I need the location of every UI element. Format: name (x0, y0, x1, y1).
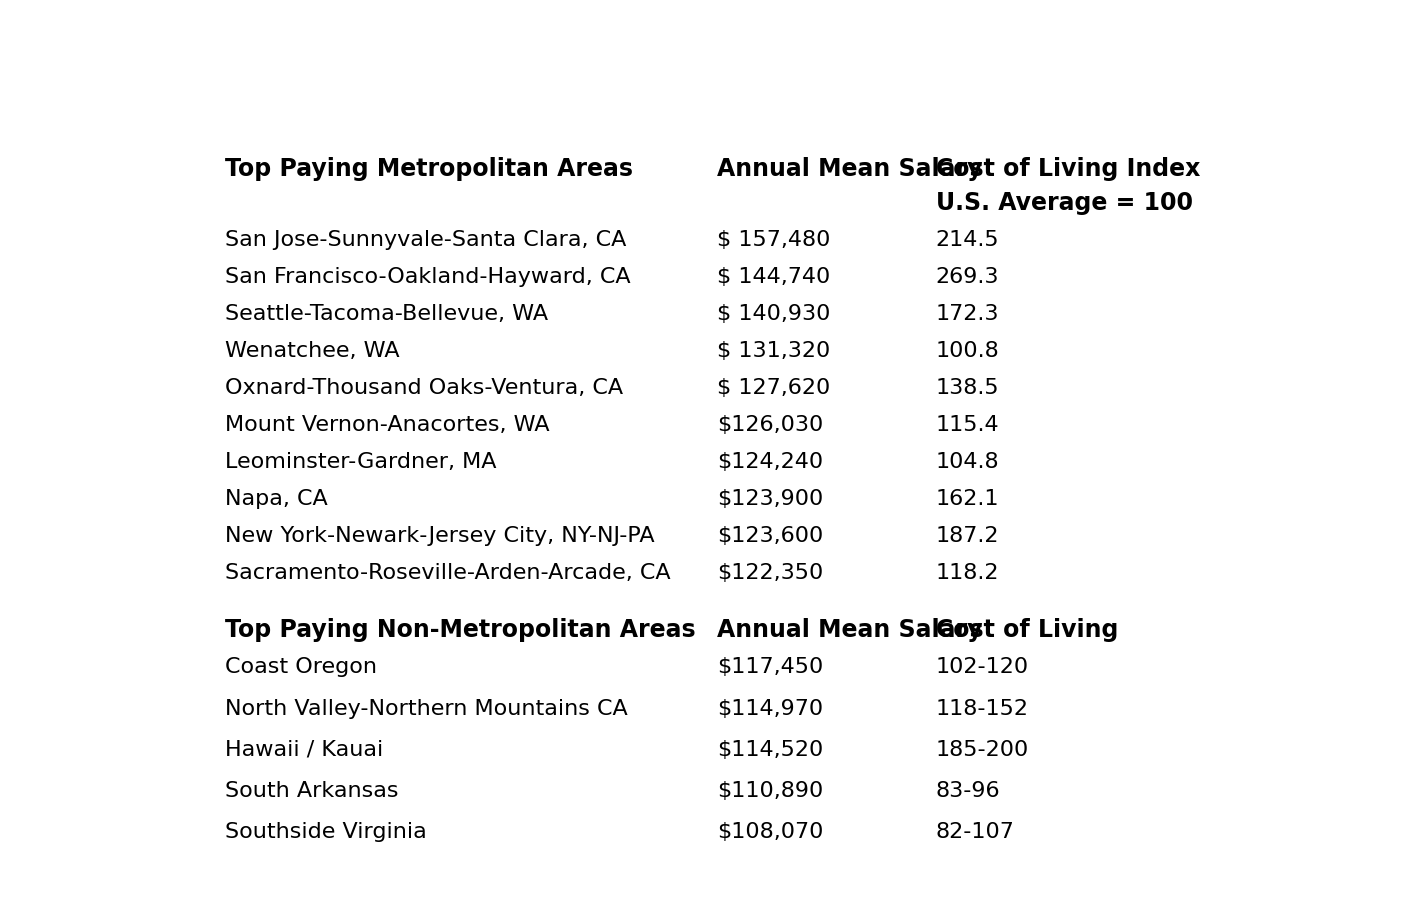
Text: Leominster-Gardner, MA: Leominster-Gardner, MA (226, 453, 496, 472)
Text: 115.4: 115.4 (936, 416, 1000, 435)
Text: South Arkansas: South Arkansas (226, 781, 399, 801)
Text: Mount Vernon-Anacortes, WA: Mount Vernon-Anacortes, WA (226, 416, 550, 435)
Text: $122,350: $122,350 (718, 564, 823, 583)
Text: U.S. Average = 100: U.S. Average = 100 (936, 191, 1193, 215)
Text: $114,970: $114,970 (718, 699, 823, 719)
Text: $126,030: $126,030 (718, 416, 823, 435)
Text: $123,900: $123,900 (718, 490, 823, 509)
Text: $114,520: $114,520 (718, 740, 823, 760)
Text: 185-200: 185-200 (936, 740, 1029, 760)
Text: 118.2: 118.2 (936, 564, 1000, 583)
Text: 82-107: 82-107 (936, 822, 1015, 843)
Text: San Jose-Sunnyvale-Santa Clara, CA: San Jose-Sunnyvale-Santa Clara, CA (226, 230, 627, 250)
Text: $123,600: $123,600 (718, 527, 823, 546)
Text: North Valley-Northern Mountains CA: North Valley-Northern Mountains CA (226, 699, 629, 719)
Text: New York-Newark-Jersey City, NY-NJ-PA: New York-Newark-Jersey City, NY-NJ-PA (226, 527, 656, 546)
Text: 162.1: 162.1 (936, 490, 1000, 509)
Text: Cost of Living Index: Cost of Living Index (936, 157, 1200, 181)
Text: Annual Mean Salary: Annual Mean Salary (718, 157, 983, 181)
Text: 214.5: 214.5 (936, 230, 1000, 250)
Text: $ 140,930: $ 140,930 (718, 304, 830, 324)
Text: 100.8: 100.8 (936, 341, 1000, 361)
Text: Hawaii / Kauai: Hawaii / Kauai (226, 740, 384, 760)
Text: Top Paying Metropolitan Areas: Top Paying Metropolitan Areas (226, 157, 633, 181)
Text: $124,240: $124,240 (718, 453, 823, 472)
Text: Top Paying Non-Metropolitan Areas: Top Paying Non-Metropolitan Areas (226, 618, 697, 642)
Text: Sacramento-Roseville-Arden-Arcade, CA: Sacramento-Roseville-Arden-Arcade, CA (226, 564, 671, 583)
Text: 104.8: 104.8 (936, 453, 1000, 472)
Text: $ 144,740: $ 144,740 (718, 267, 830, 287)
Text: 172.3: 172.3 (936, 304, 1000, 324)
Text: Cost of Living: Cost of Living (936, 618, 1118, 642)
Text: Oxnard-Thousand Oaks-Ventura, CA: Oxnard-Thousand Oaks-Ventura, CA (226, 379, 623, 398)
Text: Coast Oregon: Coast Oregon (226, 657, 378, 677)
Text: 187.2: 187.2 (936, 527, 1000, 546)
Text: $110,890: $110,890 (718, 781, 823, 801)
Text: San Francisco-Oakland-Hayward, CA: San Francisco-Oakland-Hayward, CA (226, 267, 632, 287)
Text: 269.3: 269.3 (936, 267, 1000, 287)
Text: 118-152: 118-152 (936, 699, 1029, 719)
Text: $ 131,320: $ 131,320 (718, 341, 830, 361)
Text: 102-120: 102-120 (936, 657, 1029, 677)
Text: 138.5: 138.5 (936, 379, 1000, 398)
Text: $117,450: $117,450 (718, 657, 823, 677)
Text: $ 157,480: $ 157,480 (718, 230, 830, 250)
Text: Seattle-Tacoma-Bellevue, WA: Seattle-Tacoma-Bellevue, WA (226, 304, 548, 324)
Text: Southside Virginia: Southside Virginia (226, 822, 427, 843)
Text: $108,070: $108,070 (718, 822, 823, 843)
Text: Napa, CA: Napa, CA (226, 490, 329, 509)
Text: Annual Mean Salary: Annual Mean Salary (718, 618, 983, 642)
Text: $ 127,620: $ 127,620 (718, 379, 830, 398)
Text: Wenatchee, WA: Wenatchee, WA (226, 341, 400, 361)
Text: 83-96: 83-96 (936, 781, 1000, 801)
